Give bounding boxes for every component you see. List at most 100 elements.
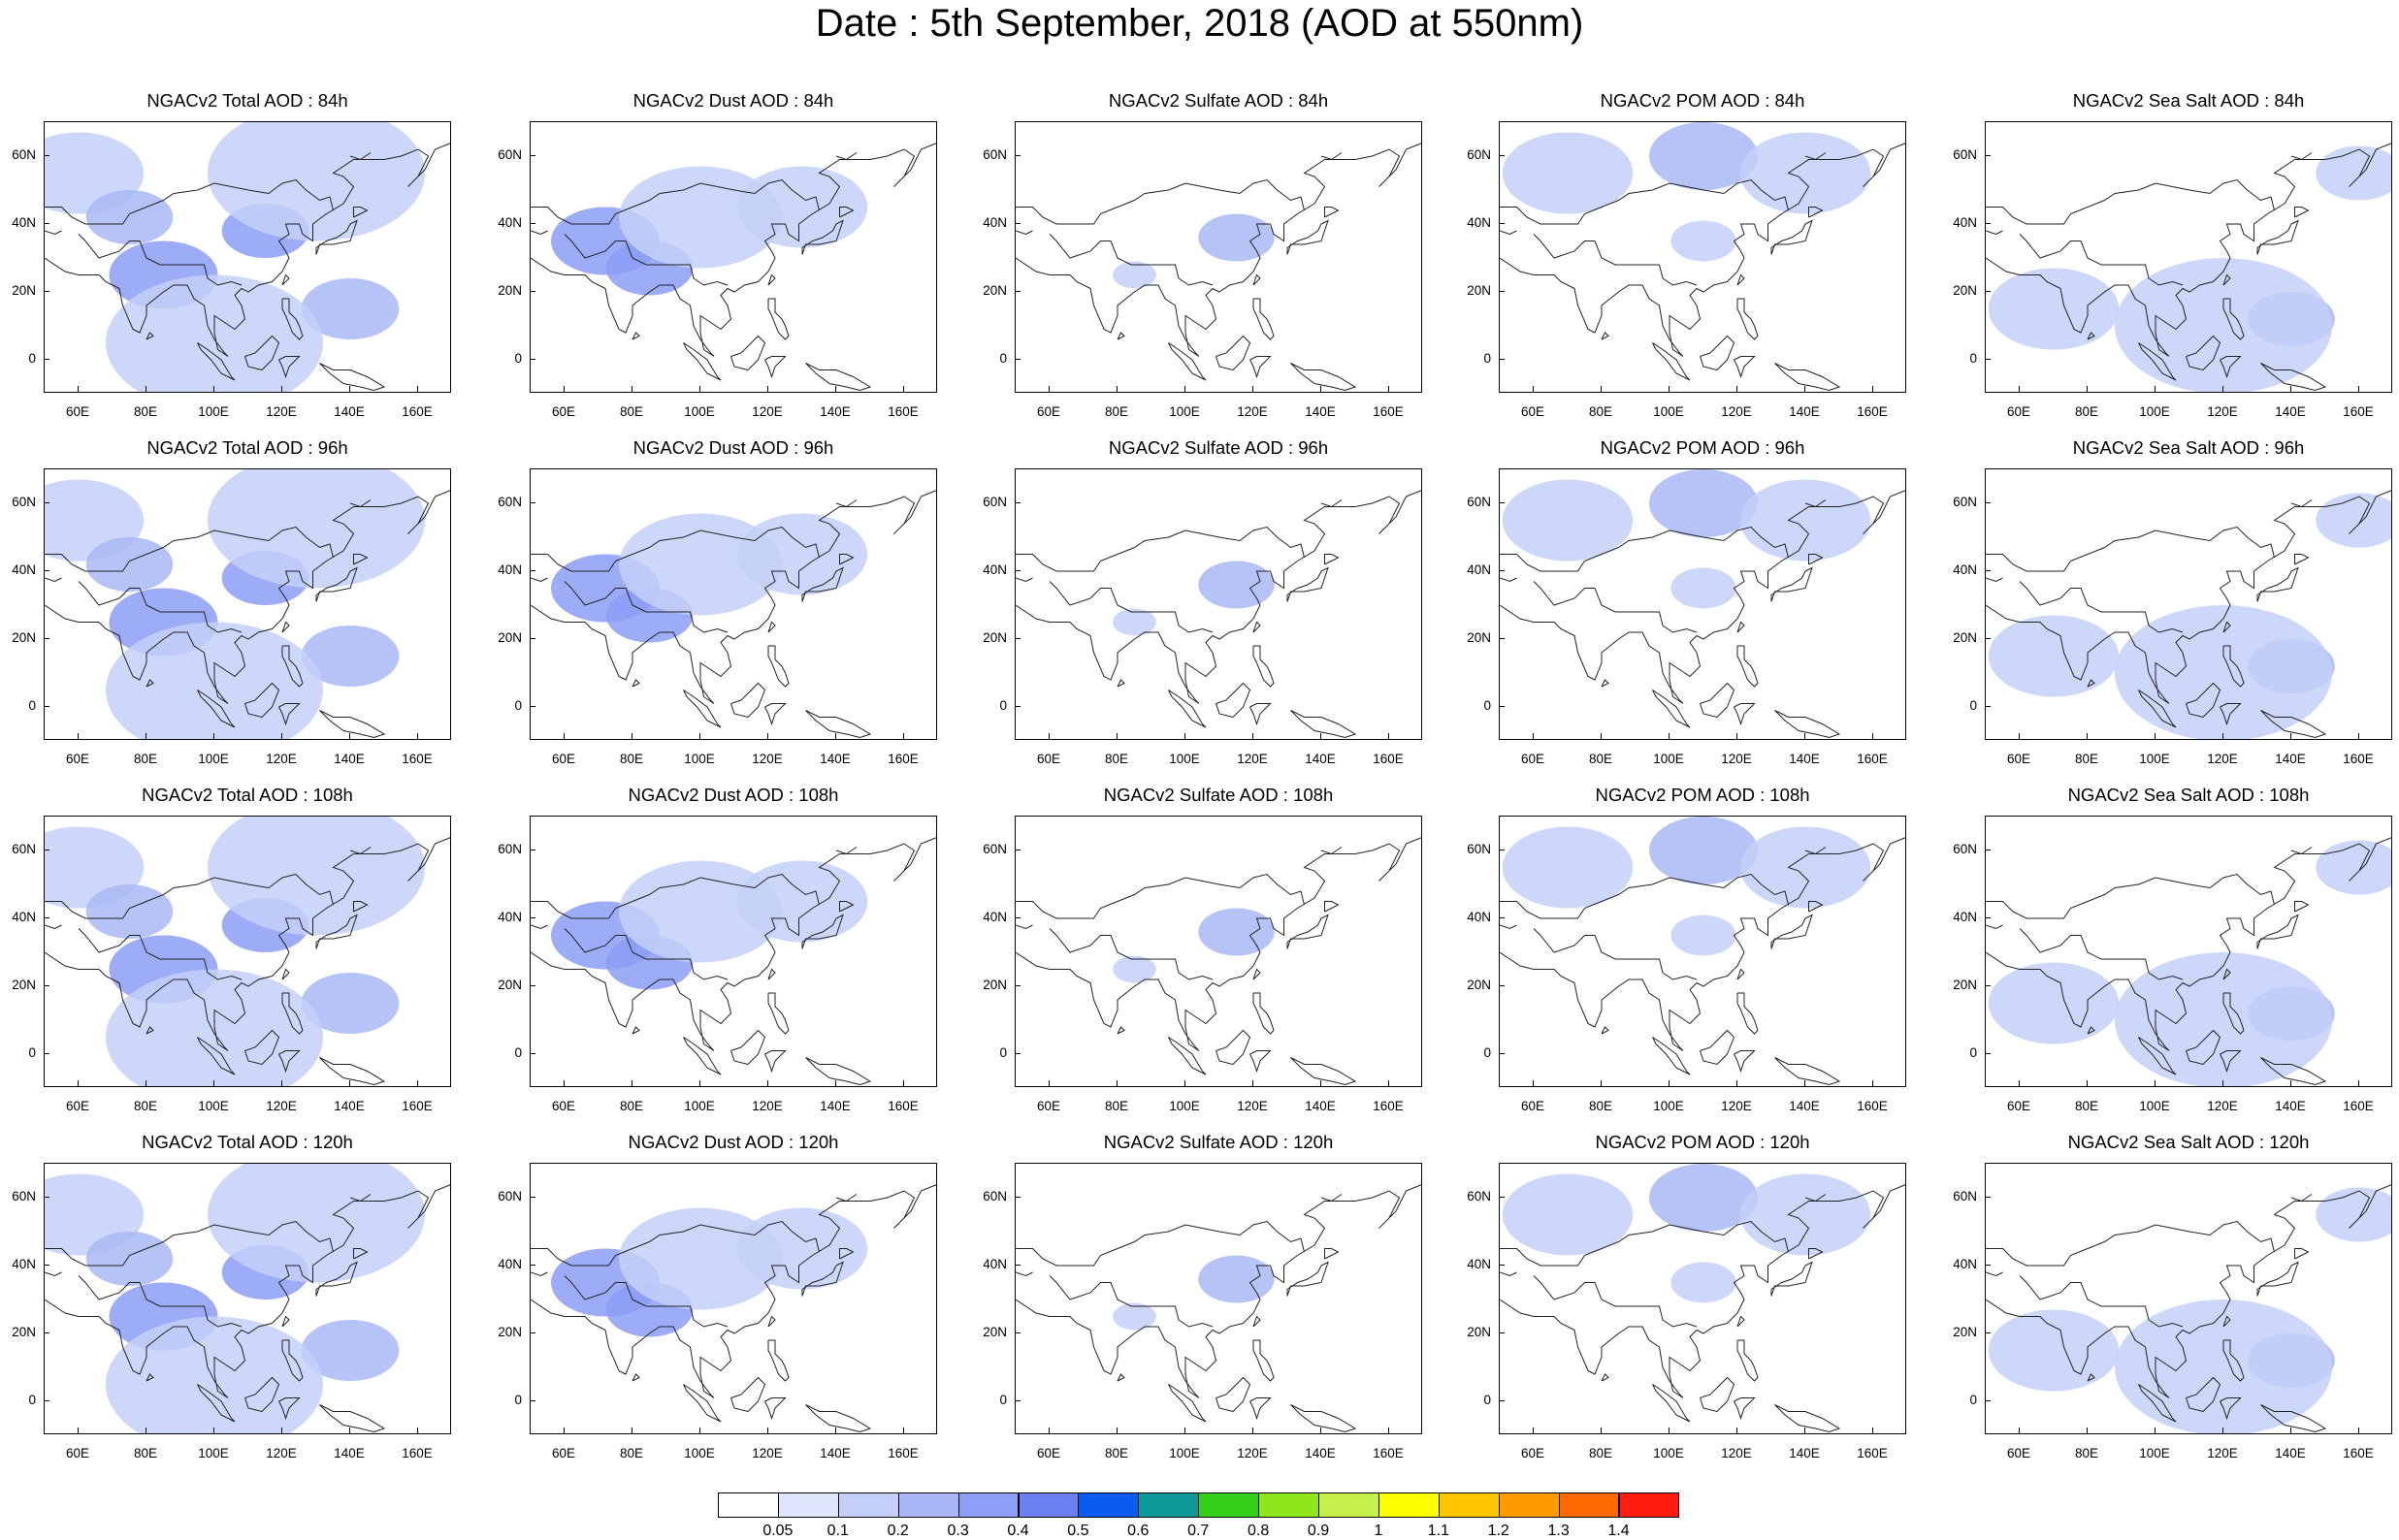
lon-tick-label: 100E [1653,404,1684,419]
coastline [1986,577,2003,583]
lat-tick-label: 60N [12,842,36,856]
map-panel-total-108h [44,816,451,1087]
aod-patch [208,122,425,241]
coastline [1533,234,1698,286]
lon-tick [1533,733,1534,740]
lon-tick [2087,1080,2088,1087]
coastline [531,1220,820,1267]
lon-tick-label: 100E [2139,404,2170,419]
lat-tick-label: 0 [28,1045,36,1060]
lat-tick-label: 0 [28,1393,36,1407]
panel-title: NGACv2 Total AOD : 120h [142,1132,353,1152]
coastline [1016,577,1033,583]
lon-tick [1533,386,1534,393]
lat-tick [530,706,535,707]
lon-tick [1669,1080,1670,1087]
lon-tick [903,1428,904,1434]
aod-patch [208,817,425,936]
lon-tick-label: 80E [2074,404,2099,419]
coastline [319,363,386,392]
coastline [767,298,790,340]
lat-tick-label: 20N [983,978,1007,992]
lon-tick [699,386,700,393]
lon-tick-label: 160E [402,1099,433,1113]
coastline [1986,490,2391,704]
lat-tick [1015,1265,1021,1266]
lat-tick [44,155,49,156]
coastline [1500,230,1517,236]
lat-tick [1985,502,1991,503]
coastline [2087,1026,2095,1035]
aod-patch [1198,561,1275,609]
lat-tick [530,1197,535,1198]
aod-patch [1988,615,2120,697]
map-panel-pom-96h [1499,468,1906,740]
aod-field [1016,490,1421,739]
lon-tick-label: 80E [1588,752,1613,766]
lat-tick [530,570,535,571]
lat-tick-label: 0 [514,351,522,366]
lon-tick [835,1428,836,1434]
lon-tick [564,386,565,393]
coastline [2260,1404,2327,1433]
aod-field [1500,1164,1905,1433]
panel-title: NGACv2 Dust AOD : 108h [628,785,839,805]
lat-tick-label: 60N [983,842,1007,856]
aod-field [45,122,450,392]
coastline [2019,928,2184,980]
lon-tick-label: 100E [1169,404,1200,419]
lat-tick-label: 20N [12,630,36,645]
coastline [1168,690,1207,728]
coastline [683,1384,722,1423]
aod-field [45,469,450,739]
aod-patch [619,513,782,616]
coastline [805,710,872,739]
coastline [1049,234,1214,286]
lat-tick [1499,1332,1505,1333]
lon-tick-label: 120E [266,752,297,766]
map-panel-total-84h [44,121,451,393]
lon-tick-label: 140E [820,404,851,419]
colorbar-label: 0.2 [887,1523,909,1539]
aod-field [45,1164,450,1433]
map-panel-pom-120h [1499,1163,1906,1434]
lat-tick-label: 40N [983,562,1007,577]
lon-tick [2358,1080,2359,1087]
coastline [244,1029,280,1066]
lon-tick [417,1080,418,1087]
lat-tick-label: 0 [999,351,1007,366]
aod-field [1500,469,1905,739]
lat-tick [1499,502,1505,503]
aod-patch [1198,1255,1275,1303]
lon-tick [2155,733,2156,740]
lon-tick-label: 120E [752,404,783,419]
lon-tick [1736,1428,1737,1434]
coastline [805,1057,872,1086]
aod-patch [208,1164,425,1283]
lon-tick [213,733,214,740]
lat-tick-label: 20N [1467,630,1491,645]
lat-tick-label: 60N [498,1189,522,1203]
coastline [353,207,369,218]
lon-tick [767,386,768,393]
panel-title: NGACv2 Total AOD : 96h [146,437,348,458]
lon-tick [1320,733,1321,740]
coastline [2256,219,2299,255]
panel-title: NGACv2 POM AOD : 120h [1595,1132,1810,1152]
aod-patch [1198,908,1275,956]
coastline [281,298,304,340]
lon-tick [1388,1080,1389,1087]
lon-tick [1049,733,1050,740]
lat-tick-label: 20N [498,630,522,645]
lon-tick [1320,1428,1321,1434]
aod-field [1016,837,1421,1086]
coastline [531,1184,936,1398]
aod-patch [1739,1173,1871,1256]
coastline [1286,1261,1329,1297]
coastline [1986,230,2003,236]
colorbar-label: 0.8 [1247,1523,1270,1539]
lon-tick-label: 120E [266,1099,297,1113]
lon-tick-label: 160E [1373,752,1404,766]
lon-tick [903,1080,904,1087]
lon-tick [2358,1428,2359,1434]
